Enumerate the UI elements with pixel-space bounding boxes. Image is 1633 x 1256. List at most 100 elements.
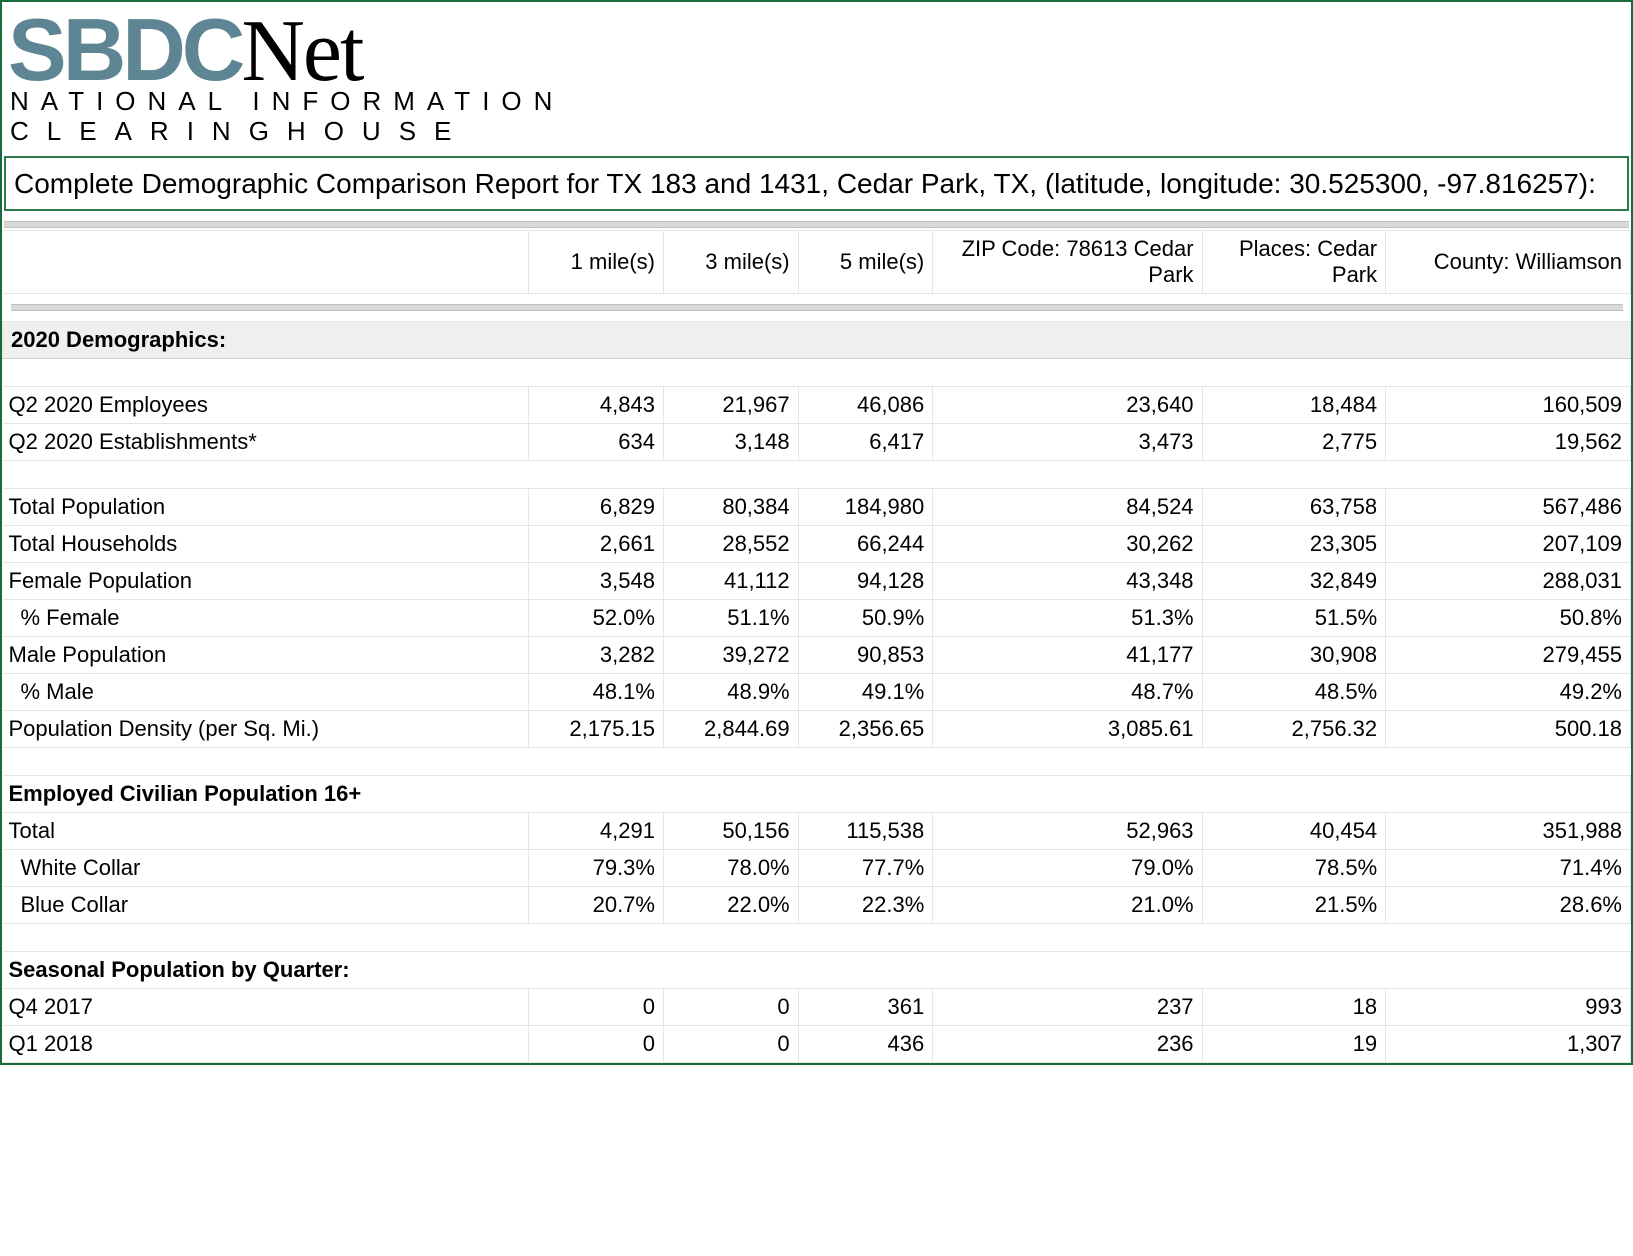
row-label: Female Population <box>3 563 529 600</box>
cell: 567,486 <box>1386 489 1631 526</box>
report-page: SBDC Net NATIONAL INFORMATION CLEARINGHO… <box>0 0 1633 1065</box>
cell: 94,128 <box>798 563 933 600</box>
cell: 79.3% <box>529 850 664 887</box>
section-label: Employed Civilian Population 16+ <box>3 776 1631 813</box>
logo-net: Net <box>241 8 362 96</box>
logo-row1: SBDC Net <box>8 6 1629 96</box>
cell: 41,112 <box>663 563 798 600</box>
header-zip: ZIP Code: 78613 Cedar Park <box>933 231 1202 294</box>
table-row: Female Population 3,548 41,112 94,128 43… <box>3 563 1631 600</box>
cell: 49.2% <box>1386 674 1631 711</box>
cell: 32,849 <box>1202 563 1386 600</box>
row-label: Total Households <box>3 526 529 563</box>
cell: 19 <box>1202 1026 1386 1063</box>
cell: 20.7% <box>529 887 664 924</box>
cell: 500.18 <box>1386 711 1631 748</box>
cell: 361 <box>798 989 933 1026</box>
row-label: % Female <box>3 600 529 637</box>
table-row: % Male 48.1% 48.9% 49.1% 48.7% 48.5% 49.… <box>3 674 1631 711</box>
report-title: Complete Demographic Comparison Report f… <box>4 156 1629 211</box>
cell: 49.1% <box>798 674 933 711</box>
cell: 77.7% <box>798 850 933 887</box>
row-label: Male Population <box>3 637 529 674</box>
section-label: Seasonal Population by Quarter: <box>3 952 1631 989</box>
cell: 3,548 <box>529 563 664 600</box>
cell: 48.5% <box>1202 674 1386 711</box>
cell: 71.4% <box>1386 850 1631 887</box>
cell: 2,844.69 <box>663 711 798 748</box>
header-3mile: 3 mile(s) <box>663 231 798 294</box>
logo-block: SBDC Net NATIONAL INFORMATION CLEARINGHO… <box>2 2 1631 150</box>
cell: 0 <box>529 989 664 1026</box>
cell: 160,509 <box>1386 387 1631 424</box>
row-label: Total <box>3 813 529 850</box>
cell: 19,562 <box>1386 424 1631 461</box>
cell: 6,829 <box>529 489 664 526</box>
header-blank <box>3 231 529 294</box>
header-1mile: 1 mile(s) <box>529 231 664 294</box>
cell: 3,148 <box>663 424 798 461</box>
header-place: Places: Cedar Park <box>1202 231 1386 294</box>
row-label: Total Population <box>3 489 529 526</box>
header-5mile: 5 mile(s) <box>798 231 933 294</box>
cell: 51.1% <box>663 600 798 637</box>
cell: 21,967 <box>663 387 798 424</box>
cell: 48.1% <box>529 674 664 711</box>
cell: 22.0% <box>663 887 798 924</box>
cell: 21.0% <box>933 887 1202 924</box>
cell: 63,758 <box>1202 489 1386 526</box>
cell: 3,085.61 <box>933 711 1202 748</box>
spacer-row <box>3 294 1631 322</box>
cell: 236 <box>933 1026 1202 1063</box>
cell: 41,177 <box>933 637 1202 674</box>
cell: 279,455 <box>1386 637 1631 674</box>
cell: 78.0% <box>663 850 798 887</box>
cell: 23,305 <box>1202 526 1386 563</box>
cell: 48.9% <box>663 674 798 711</box>
row-label: % Male <box>3 674 529 711</box>
cell: 237 <box>933 989 1202 1026</box>
cell: 30,262 <box>933 526 1202 563</box>
cell: 436 <box>798 1026 933 1063</box>
header-county: County: Williamson <box>1386 231 1631 294</box>
cell: 1,307 <box>1386 1026 1631 1063</box>
cell: 28,552 <box>663 526 798 563</box>
spacer-row <box>3 359 1631 387</box>
cell: 0 <box>663 1026 798 1063</box>
cell: 0 <box>663 989 798 1026</box>
cell: 634 <box>529 424 664 461</box>
cell: 78.5% <box>1202 850 1386 887</box>
cell: 80,384 <box>663 489 798 526</box>
cell: 351,988 <box>1386 813 1631 850</box>
section-seasonal: Seasonal Population by Quarter: <box>3 952 1631 989</box>
table-row: % Female 52.0% 51.1% 50.9% 51.3% 51.5% 5… <box>3 600 1631 637</box>
cell: 0 <box>529 1026 664 1063</box>
table-row: Q1 2018 0 0 436 236 19 1,307 <box>3 1026 1631 1063</box>
logo-subtitle-1: NATIONAL INFORMATION <box>8 88 1629 114</box>
spacer-row <box>3 924 1631 952</box>
row-label: Q1 2018 <box>3 1026 529 1063</box>
cell: 51.5% <box>1202 600 1386 637</box>
cell: 84,524 <box>933 489 1202 526</box>
cell: 50.9% <box>798 600 933 637</box>
row-label: Q4 2017 <box>3 989 529 1026</box>
cell: 6,417 <box>798 424 933 461</box>
cell: 52.0% <box>529 600 664 637</box>
cell: 115,538 <box>798 813 933 850</box>
logo-subtitle-2: CLEARINGHOUSE <box>8 118 1629 144</box>
cell: 43,348 <box>933 563 1202 600</box>
cell: 40,454 <box>1202 813 1386 850</box>
table-row: White Collar 79.3% 78.0% 77.7% 79.0% 78.… <box>3 850 1631 887</box>
spacer-row <box>3 748 1631 776</box>
cell: 48.7% <box>933 674 1202 711</box>
cell: 22.3% <box>798 887 933 924</box>
cell: 4,291 <box>529 813 664 850</box>
table-row: Blue Collar 20.7% 22.0% 22.3% 21.0% 21.5… <box>3 887 1631 924</box>
cell: 2,356.65 <box>798 711 933 748</box>
table-row: Total Population 6,829 80,384 184,980 84… <box>3 489 1631 526</box>
table-row: Total Households 2,661 28,552 66,244 30,… <box>3 526 1631 563</box>
horizontal-rule <box>4 221 1629 228</box>
logo-sbdc: SBDC <box>8 6 241 94</box>
cell: 3,282 <box>529 637 664 674</box>
cell: 23,640 <box>933 387 1202 424</box>
